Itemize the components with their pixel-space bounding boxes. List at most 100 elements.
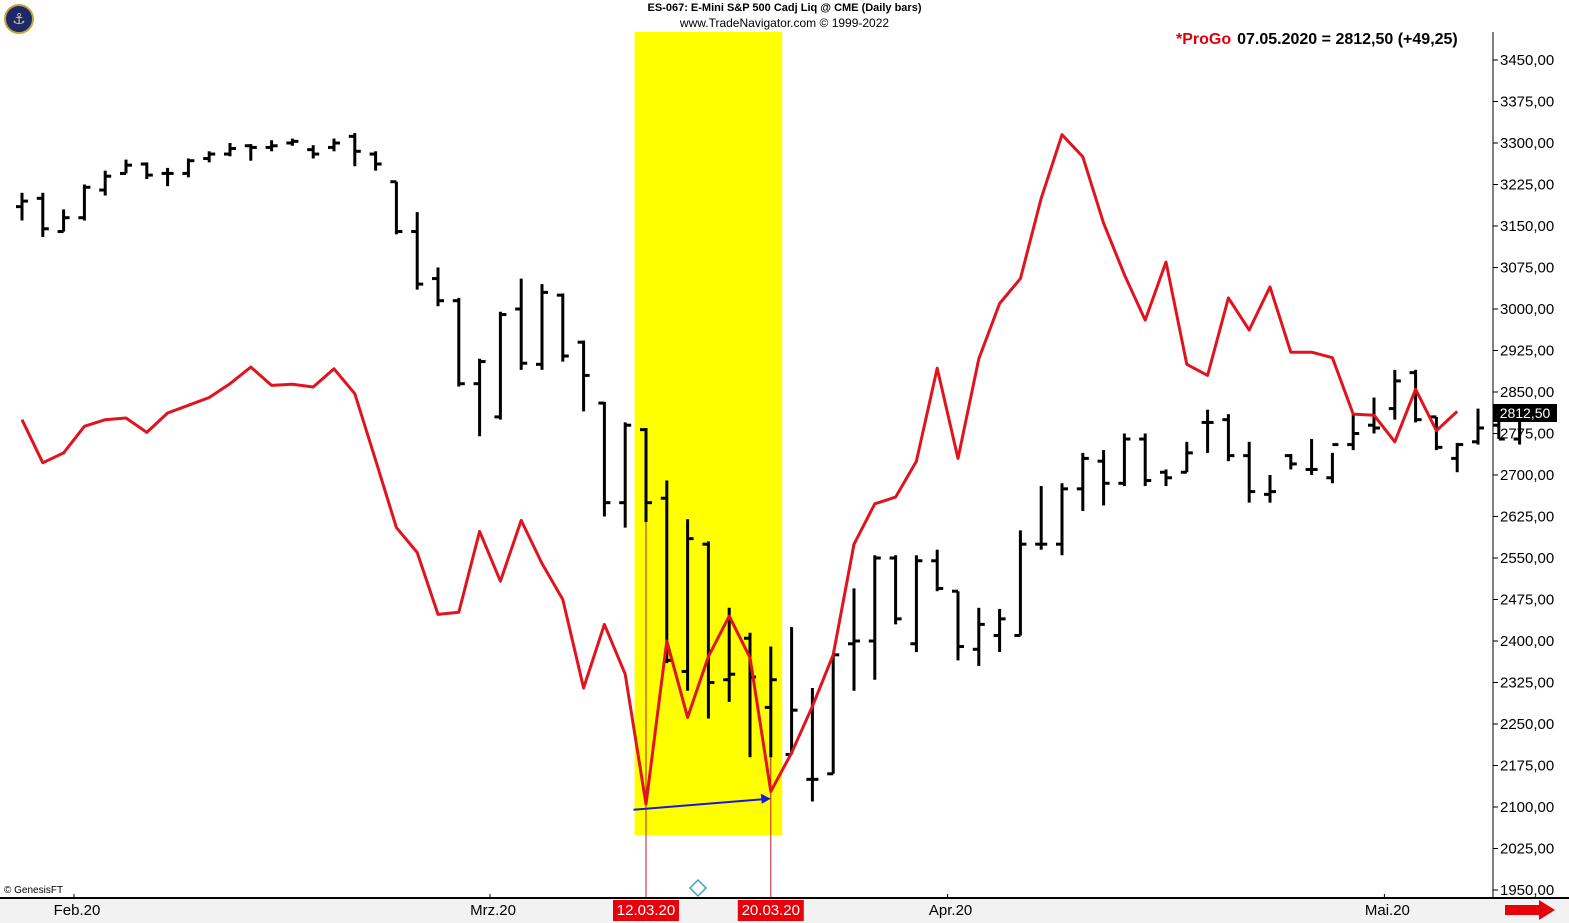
price-bar [1284, 453, 1297, 470]
y-tick-label: 2550,00 [1500, 550, 1554, 567]
price-bar [681, 519, 694, 691]
price-bar [536, 284, 548, 370]
price-bar [390, 180, 403, 235]
price-bar [1264, 475, 1276, 503]
price-bar [910, 555, 923, 653]
y-tick-label: 2175,00 [1500, 758, 1554, 775]
price-bar [577, 340, 590, 412]
y-tick-label: 3225,00 [1500, 177, 1554, 194]
price-bar [57, 209, 70, 234]
price-bar [1160, 469, 1172, 487]
x-tick-label: Feb.20 [54, 902, 101, 919]
copyright-text: © GenesisFT [4, 885, 64, 896]
legend-indicator-name: *ProGo [1176, 31, 1232, 48]
price-bar [307, 145, 320, 159]
price-bar [328, 138, 340, 152]
price-bar [244, 144, 257, 161]
price-bar [640, 427, 652, 523]
chart-subtitle: www.TradeNavigator.com © 1999-2022 [679, 16, 890, 30]
price-bar [369, 151, 382, 171]
y-tick-label: 2850,00 [1500, 384, 1554, 401]
diamond-marker-icon[interactable] [688, 878, 708, 898]
progo-line-series [20, 133, 1459, 806]
price-bar [286, 138, 299, 146]
y-tick-label: 3150,00 [1500, 218, 1554, 235]
date-badge-label: 20.03.20 [742, 902, 800, 919]
y-tick-label: 3000,00 [1500, 301, 1554, 318]
date-badge [613, 900, 679, 921]
y-tick-label: 2925,00 [1500, 343, 1554, 360]
date-badge [737, 900, 804, 921]
y-tick-label: 2100,00 [1500, 799, 1554, 816]
price-bar [473, 358, 486, 437]
price-bar [1347, 414, 1360, 451]
price-bar [1388, 369, 1401, 420]
price-bar [1035, 486, 1048, 550]
price-bar [827, 653, 840, 776]
price-bar [1472, 408, 1484, 445]
price-bar [848, 588, 860, 691]
price-bar [1305, 439, 1318, 475]
price-bar [764, 646, 777, 758]
price-bar [452, 297, 465, 387]
price-bar [868, 555, 881, 680]
y-tick-label: 2775,00 [1500, 426, 1554, 443]
x-tick-label: Mai.20 [1365, 902, 1410, 919]
price-bar [889, 555, 902, 625]
y-tick-label: 2700,00 [1500, 467, 1554, 484]
price-bar [1076, 452, 1089, 511]
price-bar [120, 159, 132, 175]
price-bar [952, 589, 964, 661]
price-bar [161, 167, 174, 187]
legend-value: 07.05.2020 = 2812,50 (+49,25) [1237, 31, 1458, 48]
axes: 3450,00 3375,00 3300,00 3225,00 3150,00 3075,… [0, 32, 1569, 923]
y-tick-label: 3450,00 [1500, 52, 1554, 69]
price-bar [265, 140, 278, 152]
divergence-arrow-line [633, 798, 763, 811]
price-bar [702, 541, 715, 719]
price-bar [1014, 530, 1027, 637]
price-bar [78, 184, 91, 221]
y-tick-label: 2475,00 [1500, 592, 1554, 609]
y-tick-label: 1950,00 [1500, 882, 1554, 899]
indicator-legend: *ProGo 07.05.2020 = 2812,50 (+49,25) [1176, 31, 1458, 49]
price-bar [1139, 433, 1152, 487]
price-bar [619, 422, 632, 528]
price-bar [224, 143, 236, 157]
y-tick-label: 2625,00 [1500, 509, 1554, 526]
price-bar [36, 192, 49, 238]
price-bar [515, 278, 528, 370]
price-bar [411, 212, 424, 290]
y-tick-label: 2250,00 [1500, 716, 1554, 733]
price-bar [1222, 414, 1235, 462]
progo-line [20, 133, 1459, 806]
date-marker-lines [645, 522, 772, 898]
price-bar [785, 627, 798, 756]
price-bar [598, 401, 611, 517]
last-price-label: 2812,50 [1493, 404, 1557, 422]
price-bar [931, 549, 944, 592]
price-bar [182, 158, 195, 178]
price-bar [972, 607, 985, 666]
y-tick-label: 3300,00 [1500, 135, 1554, 152]
x-tick-label: Mrz.20 [470, 902, 516, 919]
y-tick-label: 2325,00 [1500, 675, 1554, 692]
y-tick-label: 3075,00 [1500, 260, 1554, 277]
price-bar [348, 133, 361, 167]
y-tick-label: 3375,00 [1500, 94, 1554, 111]
price-bar [494, 311, 507, 420]
price-bar [1118, 433, 1131, 487]
divergence-arrow [633, 793, 771, 811]
price-bar [1056, 483, 1068, 556]
ship-logo-icon[interactable]: ⚓ [4, 4, 34, 34]
price-bar [1243, 441, 1256, 503]
price-bar [99, 170, 112, 196]
price-bar [556, 293, 569, 362]
price-bar [16, 192, 28, 221]
price-bar [1409, 369, 1422, 423]
price-bar [1180, 441, 1193, 474]
right-arrow-icon[interactable] [1503, 900, 1557, 920]
price-bar [1097, 450, 1110, 506]
price-bar [1430, 415, 1443, 451]
